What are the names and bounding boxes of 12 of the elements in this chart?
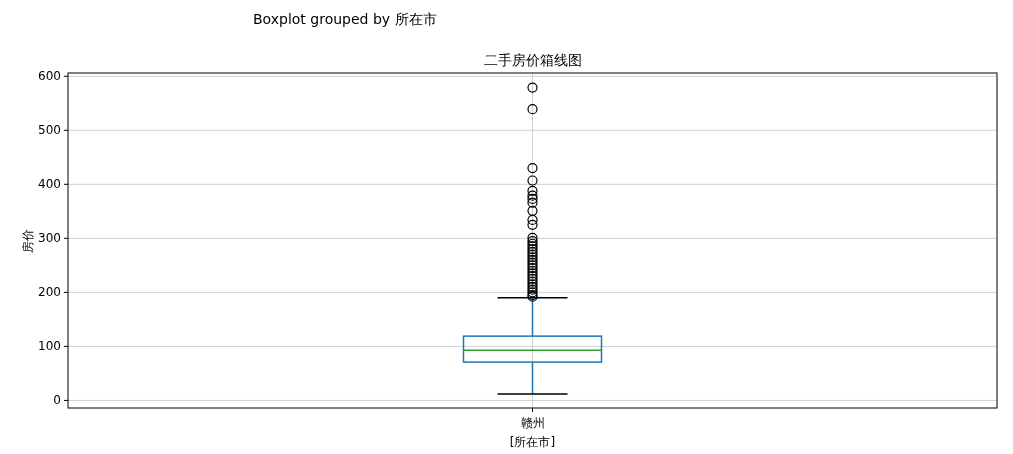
y-tick-label: 300 — [38, 231, 61, 246]
y-tick-label: 400 — [38, 177, 61, 192]
chart-title: Boxplot grouped by 所在市 — [253, 11, 437, 27]
y-tick-label: 600 — [38, 69, 61, 84]
y-tick-label: 200 — [38, 285, 61, 300]
y-tick-label: 0 — [53, 393, 61, 408]
x-axis-title: [所在市] — [509, 435, 556, 449]
x-tick-label: 赣州 — [520, 416, 545, 430]
y-axis-title: 房价 — [21, 228, 35, 253]
y-tick-label: 500 — [38, 123, 61, 138]
chart-subtitle: 二手房价箱线图 — [483, 52, 582, 68]
y-tick-label: 100 — [38, 339, 61, 354]
